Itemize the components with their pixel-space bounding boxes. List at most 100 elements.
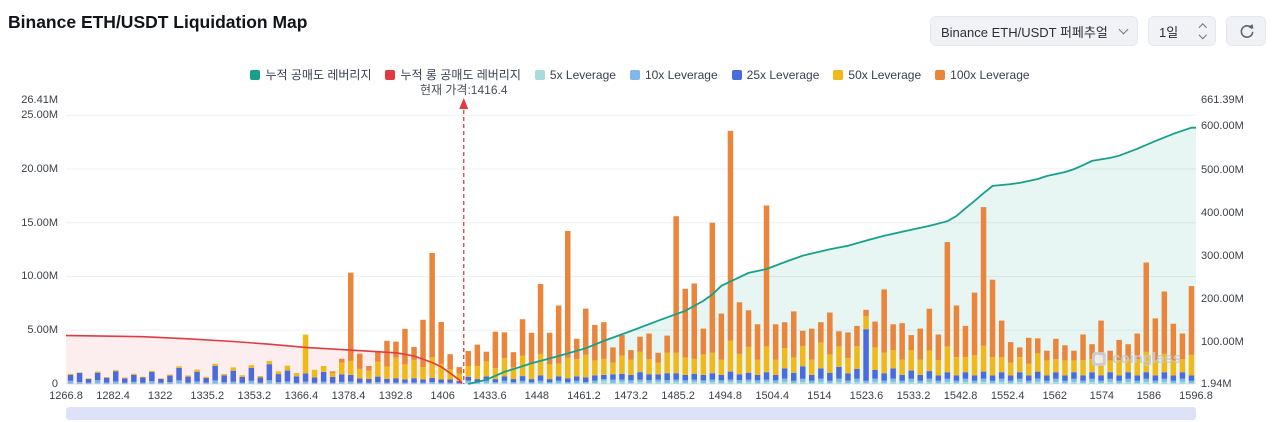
liq-bar-segment[interactable] (293, 382, 300, 384)
legend-item[interactable]: 100x Leverage (935, 68, 1030, 82)
liq-bar-segment[interactable] (329, 382, 336, 384)
liq-bar-segment[interactable] (800, 381, 806, 384)
liq-bar-segment[interactable] (140, 382, 146, 384)
liq-bar-segment[interactable] (293, 383, 300, 385)
liq-bar-segment[interactable] (1152, 360, 1159, 376)
liq-bar-segment[interactable] (980, 378, 987, 382)
liq-bar-segment[interactable] (302, 383, 309, 385)
liq-bar-segment[interactable] (131, 374, 137, 382)
liq-bar-segment[interactable] (1035, 371, 1041, 379)
liq-bar-segment[interactable] (122, 377, 128, 379)
liq-bar-segment[interactable] (655, 379, 661, 382)
liq-bar-segment[interactable] (881, 380, 887, 383)
legend-item[interactable]: 5x Leverage (534, 68, 616, 82)
liq-bar-segment[interactable] (1071, 350, 1077, 361)
liq-bar-segment[interactable] (971, 292, 978, 355)
liq-bar-segment[interactable] (1161, 353, 1168, 373)
liq-bar-segment[interactable] (574, 376, 580, 381)
liq-bar-segment[interactable] (1107, 378, 1113, 382)
liq-bar-segment[interactable] (1143, 372, 1150, 379)
liq-bar-segment[interactable] (149, 381, 155, 384)
liq-bar-segment[interactable] (492, 382, 499, 384)
liq-bar-segment[interactable] (474, 344, 481, 367)
liq-bar-segment[interactable] (483, 351, 490, 362)
liq-bar-segment[interactable] (501, 376, 508, 381)
liq-bar-segment[interactable] (935, 382, 942, 384)
liq-bar-segment[interactable] (1170, 323, 1177, 361)
liq-bar-segment[interactable] (1035, 338, 1041, 354)
liq-bar-segment[interactable] (203, 383, 209, 385)
liq-bar-segment[interactable] (239, 376, 246, 383)
liq-bar-segment[interactable] (429, 377, 435, 383)
liq-bar-segment[interactable] (827, 380, 833, 383)
liq-bar-segment[interactable] (176, 380, 182, 384)
liq-bar-segment[interactable] (1007, 380, 1014, 383)
liq-bar-segment[interactable] (375, 361, 381, 377)
liq-bar-segment[interactable] (555, 382, 562, 384)
liq-bar-segment[interactable] (646, 359, 652, 375)
liq-bar-segment[interactable] (519, 382, 526, 384)
liq-bar-segment[interactable] (384, 366, 390, 379)
liq-bar-segment[interactable] (673, 373, 679, 380)
liq-bar-segment[interactable] (809, 382, 815, 384)
liq-bar-segment[interactable] (167, 374, 173, 376)
liq-bar-segment[interactable] (465, 351, 472, 367)
liq-bar-segment[interactable] (1053, 381, 1059, 384)
liq-bar-segment[interactable] (185, 375, 191, 377)
liq-bar-segment[interactable] (1152, 375, 1159, 381)
liq-bar-segment[interactable] (935, 334, 942, 361)
liq-bar-segment[interactable] (926, 378, 933, 382)
liq-bar-segment[interactable] (565, 382, 571, 384)
liq-bar-segment[interactable] (890, 378, 896, 382)
liq-bar-segment[interactable] (944, 381, 951, 384)
liq-bar-segment[interactable] (375, 382, 381, 384)
liq-bar-segment[interactable] (1089, 381, 1095, 384)
liq-bar-segment[interactable] (845, 382, 851, 384)
liq-bar-segment[interactable] (239, 382, 246, 384)
liq-bar-segment[interactable] (212, 383, 218, 385)
liq-bar-segment[interactable] (375, 376, 381, 382)
liq-bar-segment[interactable] (1071, 381, 1077, 384)
liq-bar-segment[interactable] (772, 374, 779, 381)
liq-bar-segment[interactable] (944, 372, 951, 379)
liq-bar-segment[interactable] (1044, 382, 1050, 384)
liq-bar-segment[interactable] (818, 381, 824, 384)
liq-bar-segment[interactable] (574, 359, 580, 377)
liq-bar-segment[interactable] (393, 378, 399, 383)
liq-bar-segment[interactable] (1017, 347, 1023, 358)
liq-bar-segment[interactable] (736, 353, 743, 375)
liq-bar-segment[interactable] (212, 363, 218, 366)
liq-bar-segment[interactable] (537, 380, 544, 383)
liq-bar-segment[interactable] (212, 365, 218, 381)
liq-bar-segment[interactable] (149, 370, 155, 372)
liq-bar-segment[interactable] (655, 362, 661, 375)
liq-bar-segment[interactable] (1170, 380, 1177, 383)
liq-bar-segment[interactable] (1098, 382, 1104, 384)
liq-bar-segment[interactable] (845, 380, 851, 383)
liq-bar-segment[interactable] (185, 382, 191, 384)
liq-bar-segment[interactable] (718, 359, 725, 375)
liq-bar-segment[interactable] (646, 380, 652, 383)
liq-bar-segment[interactable] (565, 231, 571, 358)
liq-bar-segment[interactable] (854, 346, 860, 369)
liq-bar-segment[interactable] (366, 383, 372, 385)
liq-bar-segment[interactable] (140, 377, 146, 383)
liq-bar-segment[interactable] (311, 383, 318, 385)
liq-bar-segment[interactable] (763, 372, 770, 380)
liq-bar-segment[interactable] (791, 311, 797, 358)
liq-bar-segment[interactable] (745, 346, 752, 373)
liq-bar-segment[interactable] (971, 355, 978, 376)
liq-bar-segment[interactable] (420, 319, 426, 368)
liq-bar-segment[interactable] (1188, 380, 1195, 383)
liq-bar-segment[interactable] (709, 352, 716, 374)
liq-bar-segment[interactable] (700, 380, 707, 383)
liq-bar-segment[interactable] (971, 380, 978, 383)
liq-bar-segment[interactable] (682, 382, 689, 384)
liq-bar-segment[interactable] (492, 368, 499, 380)
liq-bar-segment[interactable] (1125, 344, 1131, 360)
liq-bar-segment[interactable] (1053, 338, 1059, 360)
liq-bar-segment[interactable] (1179, 359, 1186, 373)
liq-bar-segment[interactable] (800, 366, 806, 379)
liq-bar-segment[interactable] (85, 383, 92, 385)
liq-bar-segment[interactable] (402, 379, 408, 383)
